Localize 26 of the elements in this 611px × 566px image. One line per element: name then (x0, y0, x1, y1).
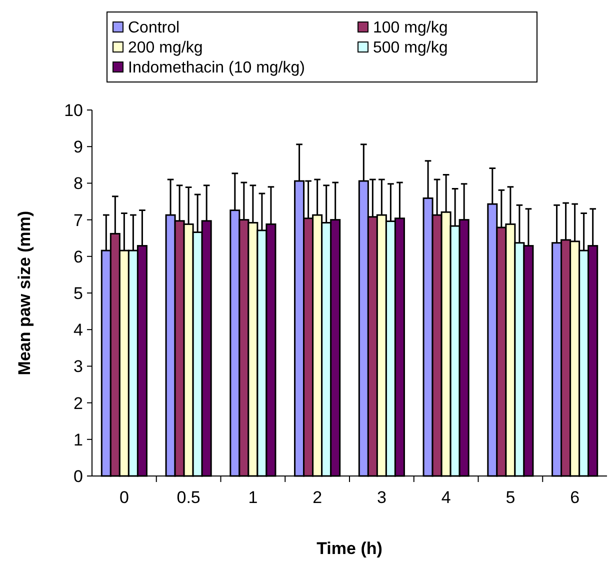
y-tick-label: 3 (74, 357, 83, 376)
x-tick-label: 2 (312, 488, 322, 507)
y-tick-label: 7 (74, 210, 83, 230)
x-tick-label: 6 (570, 488, 580, 507)
x-tick-label: 3 (376, 488, 386, 507)
legend-label: Control (128, 20, 180, 37)
x-tick-label: 5 (506, 488, 516, 507)
y-axis-title: Mean paw size (mm) (15, 210, 34, 376)
x-tick-label: 1 (248, 488, 258, 507)
y-tick-label: 8 (74, 174, 83, 194)
legend-label: 100 mg/kg (373, 20, 448, 37)
y-tick-label: 6 (74, 247, 83, 266)
legend-label: Indomethacin (10 mg/kg) (128, 60, 305, 77)
x-tick-label: 4 (441, 488, 451, 507)
x-axis-title: Time (h) (316, 539, 382, 558)
y-tick-label: 2 (74, 394, 83, 413)
x-tick-label: 0.5 (176, 488, 200, 507)
legend-label: 200 mg/kg (128, 40, 203, 57)
y-tick-label: 5 (74, 284, 83, 303)
legend-label: 500 mg/kg (373, 40, 448, 57)
y-tick-label: 10 (64, 100, 83, 120)
x-tick-label: 0 (119, 488, 129, 507)
y-tick-label: 0 (74, 466, 83, 486)
y-tick-label: 9 (74, 138, 83, 157)
y-tick-label: 1 (74, 430, 83, 450)
y-tick-label: 4 (74, 320, 83, 340)
